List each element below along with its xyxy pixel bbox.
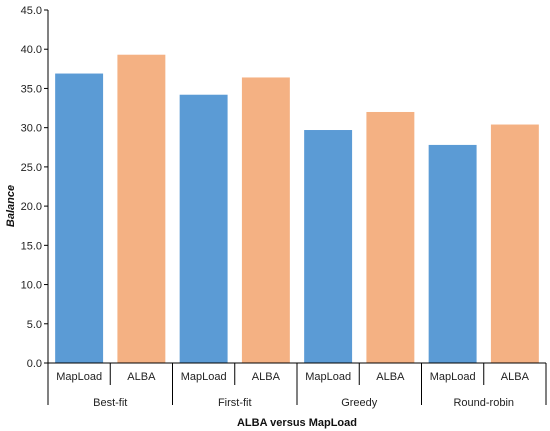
x-category-label: ALBA (501, 371, 530, 383)
x-category-label: MapLoad (56, 371, 102, 383)
bar-round-robin-alba (490, 124, 539, 363)
bar-greedy-mapload (304, 130, 353, 363)
x-axis: MapLoad ALBA Best-fit MapLoad ALBA First-fit M… (47, 362, 547, 409)
x-category-label: MapLoad (430, 371, 476, 383)
y-tick-label: 40.0 (21, 44, 42, 56)
bar-best-fit-mapload (55, 73, 104, 363)
x-category-label: ALBA (376, 371, 405, 383)
x-category-label: MapLoad (181, 371, 227, 383)
x-category-label: ALBA (252, 371, 281, 383)
y-tick-label: 45.0 (21, 5, 42, 17)
y-tick-label: 15.0 (21, 240, 42, 252)
y-axis-title: Balance (5, 185, 17, 227)
y-tick-label: 25.0 (21, 162, 42, 174)
x-category-label: MapLoad (305, 371, 351, 383)
y-tick-label: 5.0 (27, 319, 42, 331)
x-axis-title: ALBA versus MapLoad (237, 417, 357, 429)
bar-greedy-alba (366, 111, 415, 363)
bar-best-fit-alba (117, 54, 166, 364)
bars (55, 54, 539, 364)
y-axis: 0.0 5.0 10.0 15.0 20.0 25.0 30.0 35.0 40.0 45.0 (21, 5, 49, 370)
y-tick-label: 30.0 (21, 123, 42, 135)
x-group-label: Round-robin (453, 397, 514, 409)
bar-round-robin-mapload (428, 144, 477, 363)
y-tick-label: 0.0 (27, 358, 42, 370)
x-category-label: ALBA (127, 371, 156, 383)
x-group-label: Best-fit (93, 397, 127, 409)
x-group-label: First-fit (218, 397, 252, 409)
bar-first-fit-mapload (179, 94, 228, 363)
bar-first-fit-alba (241, 77, 290, 363)
x-group-label: Greedy (341, 397, 378, 409)
y-tick-label: 10.0 (21, 280, 42, 292)
y-tick-label: 20.0 (21, 201, 42, 213)
y-tick-label: 35.0 (21, 83, 42, 95)
